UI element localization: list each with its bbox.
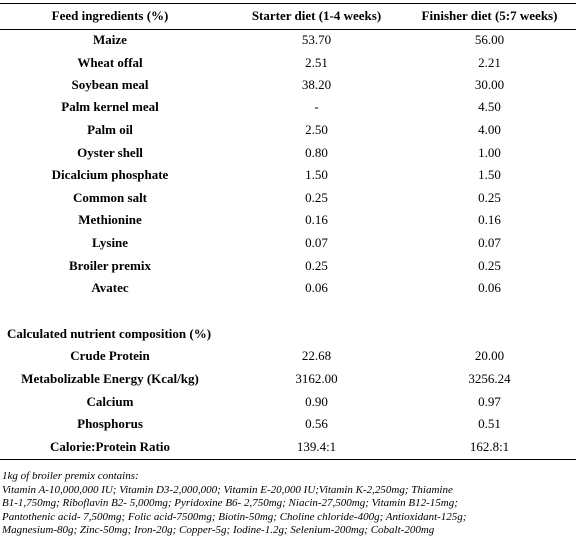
starter-value: 3162.00 xyxy=(295,371,338,386)
table-row: Calcium 0.90 0.97 xyxy=(0,392,576,412)
footnote-line: Vitamin A-10,000,000 IU; Vitamin D3-2,00… xyxy=(2,483,453,496)
starter-value: 0.07 xyxy=(305,235,328,250)
finisher-value: 4.00 xyxy=(478,122,501,137)
footnote-line: 1kg of broiler premix contains: xyxy=(2,470,139,482)
starter-value: 0.16 xyxy=(305,212,328,227)
finisher-value: 20.00 xyxy=(474,348,505,363)
table-row: Palm oil 2.50 4.00 xyxy=(0,120,576,140)
finisher-value: 2.21 xyxy=(478,55,501,70)
ingredient-name: Dicalcium phosphate xyxy=(51,167,169,182)
finisher-value: 0.16 xyxy=(478,212,501,227)
nutrient-name: Metabolizable Energy (Kcal/kg) xyxy=(21,371,199,386)
starter-value: 0.80 xyxy=(305,145,328,160)
ingredient-name: Avatec xyxy=(91,280,129,295)
finisher-value: 0.07 xyxy=(478,235,501,250)
ingredient-name: Soybean meal xyxy=(71,77,149,92)
finisher-value: 162.8:1 xyxy=(469,439,510,454)
table-row: Lysine 0.07 0.07 xyxy=(0,233,576,253)
header-starter: Starter diet (1-4 weeks) xyxy=(251,8,382,23)
finisher-value: 0.25 xyxy=(478,190,501,205)
starter-value: 0.56 xyxy=(305,416,328,431)
finisher-value: 0.06 xyxy=(478,280,501,295)
finisher-value: 0.97 xyxy=(478,394,501,409)
table-row: Soybean meal 38.20 30.00 xyxy=(0,75,576,95)
ingredient-name: Maize xyxy=(93,32,127,47)
starter-value: 2.51 xyxy=(305,55,328,70)
footnote-line: Pantothenic acid- 7,500mg; Folic acid-75… xyxy=(2,510,467,523)
finisher-value: 1.00 xyxy=(478,145,501,160)
finisher-value: 3256.24 xyxy=(468,371,511,386)
header-finisher: Finisher diet (5:7 weeks) xyxy=(421,8,558,23)
starter-value: 22.68 xyxy=(301,348,332,363)
table-row: Calorie:Protein Ratio 139.4:1 162.8:1 xyxy=(0,437,576,457)
table-row: Methionine 0.16 0.16 xyxy=(0,210,576,230)
ingredient-name: Palm oil xyxy=(87,122,133,137)
finisher-value: 30.00 xyxy=(474,77,505,92)
finisher-value: 0.25 xyxy=(478,258,501,273)
starter-value: 53.70 xyxy=(301,32,332,47)
table-row: Avatec 0.06 0.06 xyxy=(0,278,576,298)
ingredient-name: Palm kernel meal xyxy=(61,99,159,114)
table-row: Metabolizable Energy (Kcal/kg) 3162.00 3… xyxy=(0,369,576,389)
header-ingredients: Feed ingredients (%) xyxy=(51,8,169,23)
nutrient-name: Calcium xyxy=(86,394,134,409)
ingredient-name: Lysine xyxy=(91,235,129,250)
table-row: Wheat offal 2.51 2.21 xyxy=(0,53,576,73)
table-row: Common salt 0.25 0.25 xyxy=(0,188,576,208)
table-header: Feed ingredients (%) Starter diet (1-4 w… xyxy=(0,6,576,26)
ingredient-name: Common salt xyxy=(72,190,148,205)
header-rule xyxy=(0,29,576,30)
nutrient-name: Crude Protein xyxy=(70,348,150,363)
nutrient-name: Phosphorus xyxy=(77,416,143,431)
table-row: Broiler premix 0.25 0.25 xyxy=(0,256,576,276)
table-row: Maize 53.70 56.00 xyxy=(0,30,576,50)
table-row: Oyster shell 0.80 1.00 xyxy=(0,143,576,163)
finisher-value: 56.00 xyxy=(474,32,505,47)
finisher-value: 0.51 xyxy=(478,416,501,431)
starter-value: 38.20 xyxy=(301,77,332,92)
table-row: Phosphorus 0.56 0.51 xyxy=(0,414,576,434)
footnote-line: B1-1,750mg; Riboflavin B2- 5,000mg; Pyri… xyxy=(2,497,458,509)
starter-value: 139.4:1 xyxy=(296,439,337,454)
premix-footnote: 1kg of broiler premix contains: Vitamin … xyxy=(2,470,574,538)
nutrient-name: Calorie:Protein Ratio xyxy=(50,439,170,454)
starter-value: 2.50 xyxy=(305,122,328,137)
table-row: Palm kernel meal - 4.50 xyxy=(0,97,576,117)
starter-value: 0.25 xyxy=(305,190,328,205)
nutrient-section-title: Calculated nutrient composition (%) xyxy=(7,326,212,341)
starter-value: 0.90 xyxy=(305,394,328,409)
top-rule xyxy=(0,3,576,4)
starter-value: - xyxy=(314,99,319,114)
ingredient-name: Broiler premix xyxy=(69,258,151,273)
finisher-value: 1.50 xyxy=(478,167,501,182)
table-row: Dicalcium phosphate 1.50 1.50 xyxy=(0,165,576,185)
starter-value: 0.25 xyxy=(305,258,328,273)
starter-value: 1.50 xyxy=(305,167,328,182)
ingredient-name: Wheat offal xyxy=(77,55,143,70)
finisher-value: 4.50 xyxy=(478,99,501,114)
ingredient-name: Oyster shell xyxy=(77,145,143,160)
ingredient-name: Methionine xyxy=(78,212,142,227)
bottom-rule xyxy=(0,459,576,460)
starter-value: 0.06 xyxy=(305,280,328,295)
footnote-line: Magnesium-80g; Zinc-50mg; Iron-20g; Copp… xyxy=(2,524,435,536)
table-row: Crude Protein 22.68 20.00 xyxy=(0,346,576,366)
